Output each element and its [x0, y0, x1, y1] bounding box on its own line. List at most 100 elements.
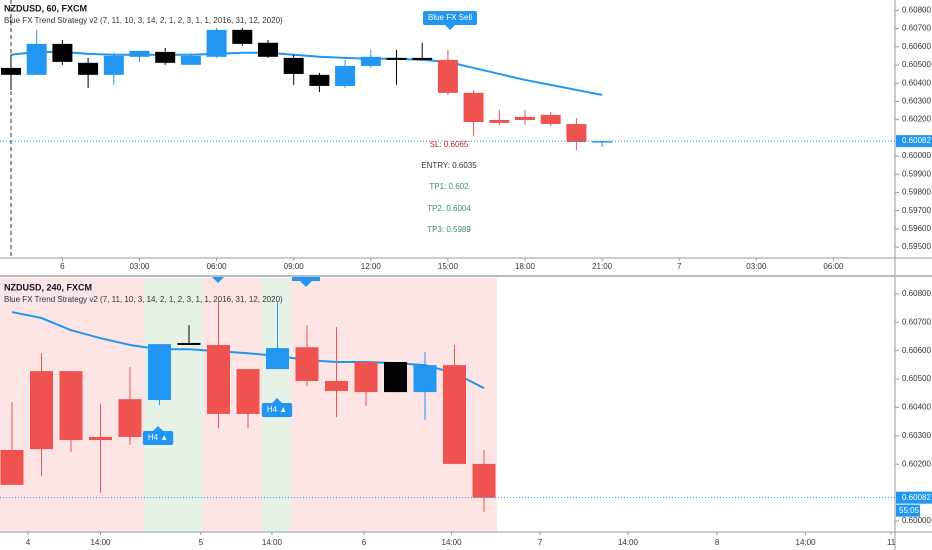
- x-tick-label: 03:00: [129, 262, 150, 271]
- candle-body: [566, 123, 587, 143]
- bull-zone: [144, 278, 203, 532]
- x-tick-label: 5: [199, 538, 204, 547]
- candle-body: [592, 141, 613, 143]
- candle-body: [177, 342, 201, 345]
- countdown-box: [896, 504, 920, 517]
- x-tick-label: 18:00: [515, 262, 536, 271]
- chart-subtitle: Blue FX Trend Strategy v2 (7, 11, 10, 3,…: [4, 16, 283, 25]
- candle-body: [129, 50, 150, 57]
- candle-body: [0, 449, 24, 485]
- candle-body: [103, 55, 124, 75]
- x-tick-label: 4: [26, 538, 31, 547]
- chart-title: NZDUSD, 60, FXCM: [4, 3, 87, 13]
- annotation-box: [261, 403, 293, 417]
- x-tick-label: 03:00: [746, 262, 767, 271]
- annotation-pointer: [153, 426, 163, 431]
- y-tick-label: 0.60000: [902, 516, 931, 525]
- y-tick-label: 0.59600: [902, 224, 931, 233]
- x-tick-label: 09:00: [284, 262, 305, 271]
- x-tick-label: 7: [677, 262, 682, 271]
- y-tick-label: 0.59900: [902, 169, 931, 178]
- last-price-label: 0.60082: [902, 136, 931, 145]
- candle-body: [59, 371, 83, 441]
- x-tick-label: 6: [60, 262, 65, 271]
- y-tick-label: 0.60800: [902, 5, 931, 14]
- candle-body: [26, 43, 47, 75]
- candle-body: [325, 381, 348, 391]
- candle-body: [30, 371, 53, 450]
- x-tick-label: 14:00: [262, 538, 283, 547]
- annotation: TP3: 0.5989: [427, 225, 471, 234]
- candle-body: [472, 463, 496, 498]
- y-tick-label: 0.60200: [902, 115, 931, 124]
- candle-body: [489, 119, 510, 123]
- candle-body: [309, 74, 330, 86]
- x-tick-label: 7: [538, 538, 543, 547]
- x-tick-label: 14:00: [796, 538, 817, 547]
- candle-body: [413, 365, 437, 393]
- y-tick-label: 0.60300: [902, 431, 931, 440]
- candle-body: [236, 369, 260, 414]
- signal-label: [292, 277, 320, 281]
- countdown: 55:05: [899, 506, 920, 515]
- candle-body: [443, 365, 466, 464]
- annotation: Blue FX Sell: [428, 13, 472, 22]
- x-tick-label: 14:00: [90, 538, 111, 547]
- x-tick-label: 12:00: [361, 262, 382, 271]
- y-tick-label: 0.60400: [902, 403, 931, 412]
- y-tick-label: 0.60000: [902, 151, 931, 160]
- candle-body: [89, 436, 112, 441]
- y-tick-label: 0.60200: [902, 459, 931, 468]
- x-tick-label: 15:00: [438, 262, 459, 271]
- y-tick-label: 0.60800: [902, 289, 931, 298]
- candle-body: [283, 57, 304, 74]
- candle-body: [354, 362, 378, 393]
- y-tick-label: 0.60500: [902, 374, 931, 383]
- x-tick-label: 11: [887, 538, 896, 547]
- chart-title: NZDUSD, 240, FXCM: [4, 282, 92, 292]
- candle-body: [118, 399, 142, 437]
- chart-subtitle: Blue FX Trend Strategy v2 (7, 11, 10, 3,…: [4, 295, 283, 304]
- y-tick-label: 0.60300: [902, 97, 931, 106]
- x-tick-label: 6: [362, 538, 367, 547]
- candle-body: [437, 59, 458, 93]
- x-tick-label: 06:00: [823, 262, 844, 271]
- y-tick-label: 0.60400: [902, 78, 931, 87]
- y-tick-label: 0.60600: [902, 346, 931, 355]
- annotation: TP1: 0.602: [429, 182, 469, 191]
- candle-body: [1, 67, 21, 75]
- candle-body: [78, 62, 99, 75]
- candle-body: [206, 29, 227, 57]
- last-price-box: [896, 135, 932, 148]
- y-tick-label: 0.60500: [902, 60, 931, 69]
- signal-marker: [300, 281, 312, 287]
- y-tick-label: 0.60600: [902, 42, 931, 51]
- x-tick-label: 21:00: [592, 262, 613, 271]
- candle-body: [148, 344, 171, 401]
- x-tick-label: 14:00: [442, 538, 463, 547]
- annotation-box: [422, 11, 478, 25]
- candle-body: [463, 92, 484, 122]
- candle-body: [540, 114, 561, 124]
- ema-line: [10, 50, 603, 96]
- candle-body: [360, 56, 381, 66]
- annotation: SL: 0.6065: [430, 140, 469, 149]
- candle-body: [386, 57, 407, 60]
- candle-body: [180, 55, 201, 65]
- y-tick-label: 0.59500: [902, 242, 931, 251]
- x-tick-label: 06:00: [207, 262, 228, 271]
- y-tick-label: 0.59700: [902, 206, 931, 215]
- y-tick-label: 0.60700: [902, 317, 931, 326]
- candle-body: [207, 344, 230, 414]
- annotation: H4 ▲: [267, 405, 287, 414]
- candle-body: [412, 57, 433, 60]
- last-price-box: [896, 491, 932, 504]
- y-tick-label: 0.59800: [902, 188, 931, 197]
- candle-body: [155, 51, 176, 63]
- candle-body: [515, 116, 535, 120]
- annotation: H4 ▲: [148, 433, 168, 442]
- candle-body: [266, 348, 289, 370]
- signal-marker: [212, 277, 224, 283]
- y-tick-label: 0.60700: [902, 24, 931, 33]
